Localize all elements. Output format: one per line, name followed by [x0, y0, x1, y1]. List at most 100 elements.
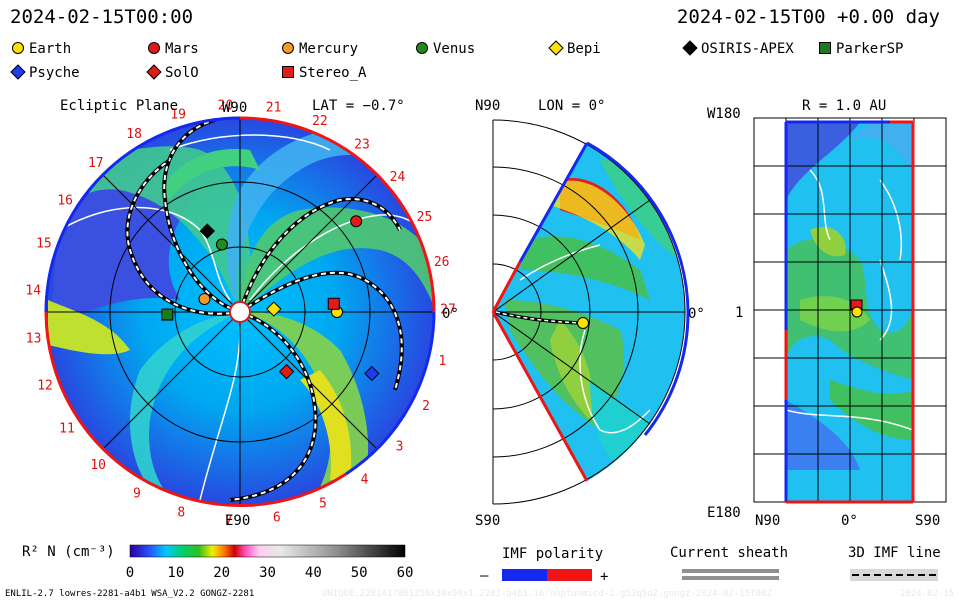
imf3d-title: 3D IMF line: [848, 545, 941, 561]
map-e180-label: E180: [707, 505, 741, 521]
carrington-day-21: 21: [266, 101, 282, 116]
legend-mars-label: Mars: [165, 41, 199, 57]
colorbar-tick-10: 10: [167, 565, 184, 581]
sun-inner-boundary: [229, 301, 251, 323]
datetime-title: 2024-02-15T00:00: [10, 6, 193, 28]
map-r-label: R = 1.0 AU: [802, 98, 886, 114]
carrington-day-15: 15: [36, 237, 52, 252]
legend-osiris-apex-label: OSIRIS-APEX: [701, 41, 794, 57]
carrington-day-5: 5: [319, 497, 327, 512]
carrington-day-10: 10: [90, 458, 106, 473]
carrington-day-23: 23: [354, 138, 370, 153]
footer-date: 2024-02-15: [900, 589, 954, 599]
legend-bepi-marker: [548, 40, 564, 56]
carrington-day-22: 22: [312, 114, 328, 129]
map-s90-label: S90: [915, 513, 940, 529]
legend-parkersp-marker: [819, 42, 831, 54]
legend-solo-marker: [146, 64, 162, 80]
imf-minus-label: –: [480, 568, 489, 584]
imf3d-background: [850, 569, 938, 581]
current-sheath-title: Current sheath: [670, 545, 788, 561]
carrington-day-14: 14: [25, 284, 41, 299]
legend-osiris-apex-marker: [682, 40, 698, 56]
carrington-day-12: 12: [37, 379, 53, 394]
legend-psyche-label: Psyche: [29, 65, 80, 81]
ecliptic-w90-label: W90: [222, 100, 247, 116]
offset-title: 2024-02-15T00 +0.00 day: [677, 6, 940, 28]
legend-solo-label: SolO: [165, 65, 199, 81]
carrington-day-4: 4: [361, 473, 369, 488]
meridional-earth-marker: [577, 317, 589, 329]
colorbar-tick-50: 50: [351, 565, 368, 581]
ecliptic-mercury-marker: [198, 293, 211, 306]
carrington-day-26: 26: [434, 255, 450, 270]
ecliptic-solo-marker: [278, 363, 295, 380]
carrington-day-11: 11: [59, 421, 75, 436]
legend-stereo-a-marker: [282, 66, 294, 78]
meridional-panel: N90 LON = 0° S90 0°: [475, 98, 705, 529]
carrington-day-1: 1: [439, 354, 447, 369]
imf-polarity-legend: IMF polarity – +: [480, 546, 608, 585]
legend-mercury-label: Mercury: [299, 41, 358, 57]
carrington-day-9: 9: [133, 487, 141, 502]
ecliptic-e90-label: E90: [225, 513, 250, 529]
current-sheath-legend: Current sheath: [670, 545, 788, 580]
carrington-day-6: 6: [273, 511, 281, 526]
ecliptic-zero-label: 0°: [442, 306, 459, 322]
legend: Earth Mars Mercury Venus Bepi OSIRIS-APEX Park…: [10, 40, 903, 81]
colorbar: R² N (cm⁻³) 0 10 20 30 40 50 60: [22, 544, 413, 581]
meridional-polarity-rim: [491, 141, 690, 482]
map-polarity-rim: [784, 120, 915, 504]
imf-positive-swatch: [547, 569, 592, 581]
legend-venus-marker: [416, 42, 428, 54]
current-sheath-line-2: [682, 576, 779, 580]
current-sheath-line-1: [682, 569, 779, 573]
ecliptic-imf-lines: [125, 118, 404, 502]
meridional-n90-label: N90: [475, 98, 500, 114]
ecliptic-mars-marker: [350, 215, 363, 228]
legend-psyche-marker: [10, 64, 26, 80]
ecliptic-psyche-marker: [364, 365, 380, 382]
imf-polarity-title: IMF polarity: [502, 546, 603, 562]
colorbar-gradient: [129, 544, 406, 558]
colorbar-tick-0: 0: [126, 565, 134, 581]
colorbar-ticks: 0 10 20 30 40 50 60: [126, 565, 414, 581]
carrington-day-7: 7: [225, 514, 233, 529]
colorbar-tick-60: 60: [397, 565, 414, 581]
colorbar-tick-30: 30: [259, 565, 276, 581]
carrington-day-13: 13: [26, 332, 42, 347]
meridional-lon-label: LON = 0°: [538, 98, 605, 114]
legend-bepi-label: Bepi: [567, 41, 601, 57]
legend-venus-label: Venus: [433, 41, 475, 57]
legend-mercury-marker: [282, 42, 294, 54]
carrington-day-17: 17: [88, 156, 104, 171]
imf3d-legend: 3D IMF line: [848, 545, 941, 581]
ecliptic-stereo-a-marker: [327, 297, 340, 310]
map-earth-marker: [851, 306, 863, 318]
colorbar-tick-20: 20: [213, 565, 230, 581]
meridional-zero-label: 0°: [688, 306, 705, 322]
ecliptic-osiris-apex-marker: [199, 223, 216, 239]
map-n90-label: N90: [755, 513, 780, 529]
carrington-day-24: 24: [390, 170, 406, 185]
footer-model: ENLIL-2.7 lowres-2281-a4b1 WSA_V2.2 GONG…: [5, 589, 254, 599]
ecliptic-polarity-rim: [44, 116, 436, 507]
ecliptic-parkersp-marker: [161, 308, 174, 321]
carrington-day-20: 20: [218, 99, 234, 114]
footer-run-id: UNIQUE.2281417001256x30x90x1.2281-a4b1.1…: [322, 589, 772, 599]
legend-earth-label: Earth: [29, 41, 71, 57]
ecliptic-title: Ecliptic Plane: [60, 98, 178, 114]
carrington-day-25: 25: [417, 210, 433, 225]
ecliptic-bepi-marker: [266, 301, 282, 317]
meridional-s90-label: S90: [475, 513, 500, 529]
ecliptic-venus-marker: [215, 238, 228, 251]
colorbar-label: R² N (cm⁻³): [22, 544, 115, 560]
carrington-day-19: 19: [170, 107, 186, 122]
colorbar-tick-40: 40: [305, 565, 322, 581]
legend-parkersp-label: ParkerSP: [836, 41, 903, 57]
map-zero-label: 0°: [841, 513, 858, 529]
imf-negative-swatch: [502, 569, 547, 581]
